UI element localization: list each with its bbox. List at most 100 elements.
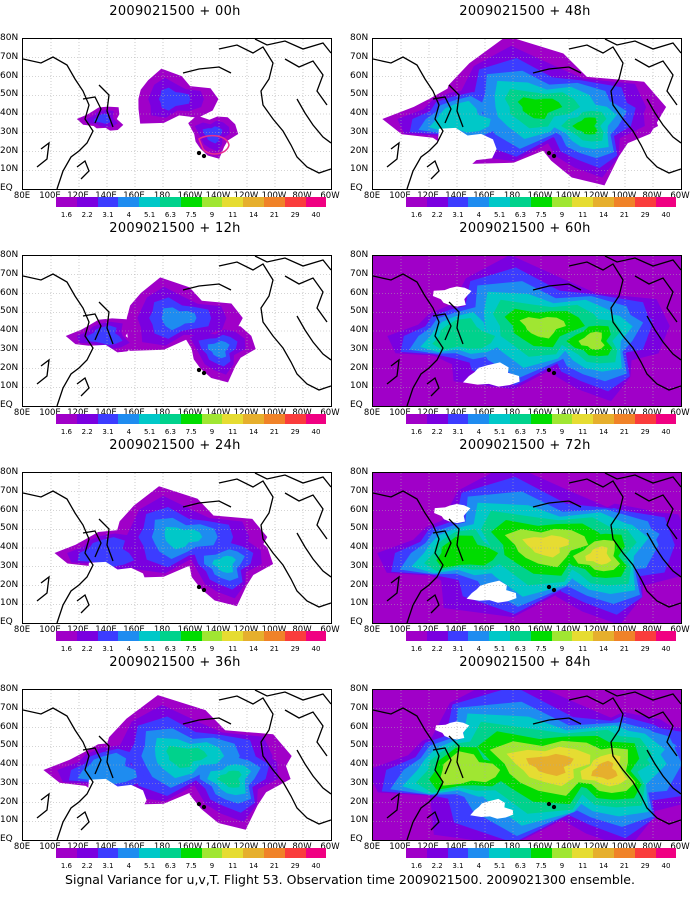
contour-fill [526, 753, 574, 776]
lat-label: 70N [0, 702, 19, 713]
colorbar-label: 1.6 [410, 211, 422, 219]
colorbar-label: 4 [476, 211, 482, 219]
lon-label: 120W [233, 842, 259, 852]
lon-label: 160W [527, 842, 553, 852]
colorbar-label: 40 [311, 645, 321, 653]
lat-label: 50N [350, 740, 369, 751]
contour-fill [161, 307, 197, 331]
colorbar-label: 5.1 [144, 862, 156, 870]
lon-label: 160E [473, 408, 495, 418]
lon-label: 120E [67, 842, 89, 852]
lon-label: 140E [445, 842, 467, 852]
colorbar-swatch [551, 631, 573, 641]
colorbar-swatch [263, 414, 285, 424]
lat-label: 20N [0, 579, 19, 590]
lat-label: 30N [0, 126, 19, 137]
colorbar-swatch [180, 414, 202, 424]
colorbar-swatch [118, 414, 140, 424]
colorbar-swatch [593, 848, 614, 858]
colorbar-swatch [613, 414, 635, 424]
colorbar-label: 21 [619, 862, 629, 870]
lon-label: 100E [389, 408, 411, 418]
lat-label: 20N [0, 145, 19, 156]
colorbar-label: 2.2 [431, 211, 443, 219]
lon-label: 160W [527, 408, 553, 418]
colorbar-label: 29 [640, 862, 650, 870]
lon-label: 140E [95, 408, 117, 418]
colorbar-label: 9 [209, 428, 215, 436]
lon-label: 120W [583, 625, 609, 635]
colorbar-swatch [468, 414, 490, 424]
colorbar-swatch [159, 414, 181, 424]
lat-label: 30N [0, 560, 19, 571]
colorbar-swatch [76, 848, 98, 858]
lon-label: 60W [320, 191, 340, 201]
map-svg [23, 473, 331, 623]
lat-label: 30N [0, 777, 19, 788]
lat-label: 50N [0, 523, 19, 534]
colorbar-swatch [284, 197, 306, 207]
colorbar-label: 7.5 [535, 862, 547, 870]
colorbar-swatch [447, 414, 469, 424]
colorbar-swatch [447, 848, 469, 858]
lon-label: 80E [363, 842, 381, 852]
colorbar-swatch [305, 631, 327, 641]
colorbar-label: 5.1 [144, 211, 156, 219]
contour-fill [440, 751, 501, 786]
lon-label: 80W [642, 625, 662, 635]
colorbar-label: 29 [640, 645, 650, 653]
contour-fill [86, 325, 123, 346]
variance-map [22, 689, 332, 841]
colorbar-swatch [118, 631, 140, 641]
colorbar-swatch [593, 414, 614, 424]
colorbar-swatch [118, 848, 140, 858]
colorbar [406, 631, 677, 643]
colorbar-label: 3.1 [102, 428, 114, 436]
colorbar-swatch [284, 631, 306, 641]
lon-label: 140E [445, 408, 467, 418]
lat-label: 70N [350, 268, 369, 279]
lon-label: 60W [670, 842, 690, 852]
colorbar-label: 9 [209, 211, 215, 219]
lat-label: 40N [350, 542, 369, 552]
panel-title: 2009021500 + 60h [459, 221, 591, 236]
colorbar-label: 40 [311, 862, 321, 870]
colorbar-swatch [593, 197, 614, 207]
colorbar-label: 1.6 [410, 645, 422, 653]
colorbar-label: 3.1 [102, 862, 114, 870]
lat-label: 10N [350, 164, 369, 175]
colorbar-swatch [655, 631, 677, 641]
colorbar-swatch [593, 631, 614, 641]
map-svg [373, 473, 681, 623]
lon-label: 100W [261, 625, 287, 635]
colorbar-swatch [572, 414, 594, 424]
contour-fill [517, 97, 563, 119]
lat-label: 70N [350, 485, 369, 496]
colorbar-swatch [406, 197, 427, 207]
lat-label: 10N [0, 598, 19, 609]
lat-label: 40N [350, 759, 369, 769]
colorbar-label: 5.1 [494, 862, 506, 870]
lat-label: EQ [0, 617, 13, 627]
colorbar-label: 3.1 [452, 211, 464, 219]
colorbar-label: 40 [661, 645, 671, 653]
panel-title: 2009021500 + 00h [109, 4, 241, 19]
lat-label: 60N [0, 721, 19, 732]
colorbar-label: 40 [661, 428, 671, 436]
lon-label: 100W [611, 842, 637, 852]
colorbar-swatch [201, 848, 223, 858]
lat-label: 70N [350, 702, 369, 713]
colorbar-swatch [159, 631, 181, 641]
lat-label: EQ [0, 400, 13, 410]
colorbar-label: 21 [269, 211, 279, 219]
lon-label: 140W [205, 191, 231, 201]
lon-label: 120E [417, 842, 439, 852]
lon-label: 120W [583, 842, 609, 852]
lon-label: 140W [555, 191, 581, 201]
colorbar-label: 4 [476, 645, 482, 653]
colorbar-label: 6.3 [514, 862, 526, 870]
contour-fill [212, 555, 236, 573]
lon-label: 80E [363, 408, 381, 418]
contour-fill [519, 317, 566, 339]
colorbar-label: 29 [640, 428, 650, 436]
